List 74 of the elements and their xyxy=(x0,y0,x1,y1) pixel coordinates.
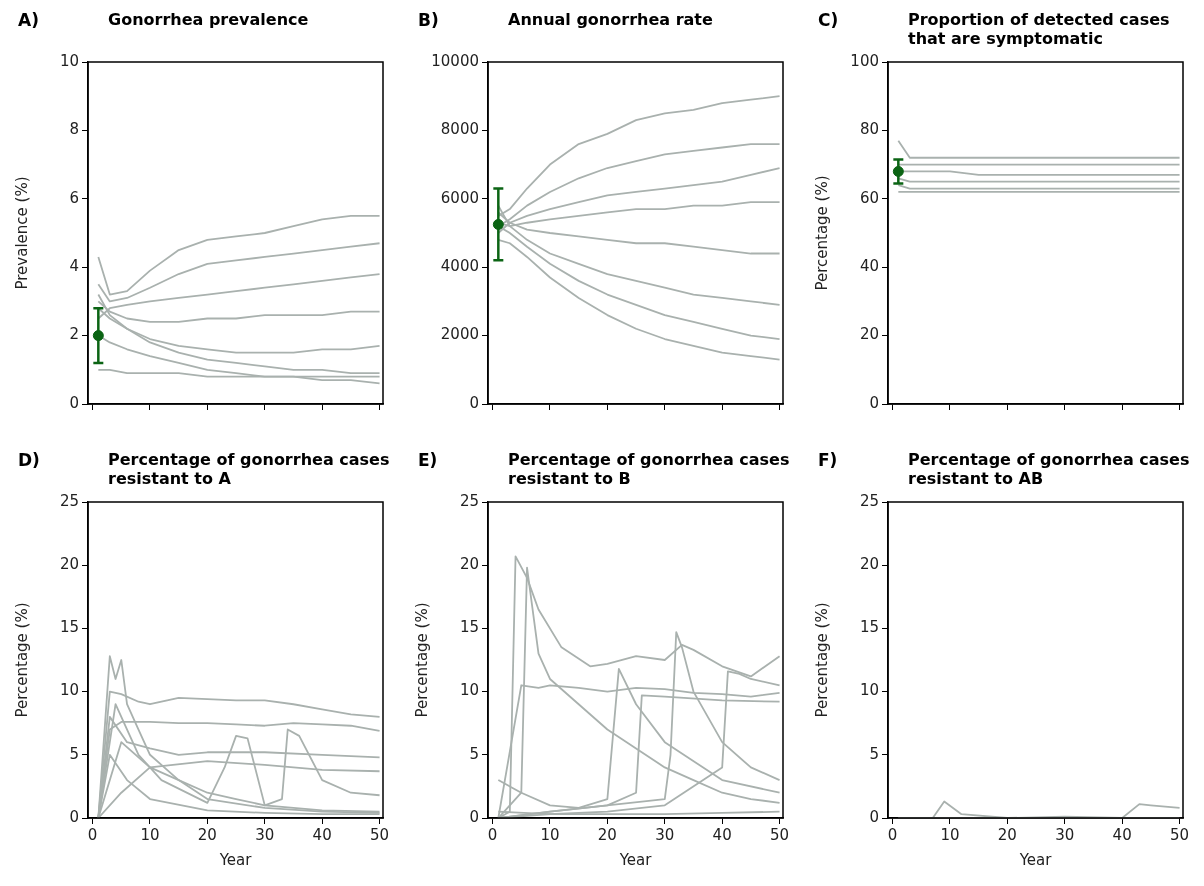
text: F) xyxy=(818,450,838,470)
chart-title: Proportion of detected cases that are symptomatic xyxy=(908,10,1171,48)
y-tick-label: 0 xyxy=(69,807,79,826)
x-tick-label: 40 xyxy=(712,825,732,844)
y-tick-label: 8 xyxy=(69,120,79,139)
chart-title: Percentage of gonorrhea cases resistant to AB xyxy=(908,450,1191,488)
x-tick-label: 50 xyxy=(770,825,790,844)
x-tick-label: 30 xyxy=(655,825,675,844)
chart-title: Annual gonorrhea rate xyxy=(508,10,714,29)
x-tick-label: 20 xyxy=(997,825,1017,844)
y-tick-label: 20 xyxy=(859,555,879,574)
y-axis-title: Percentage (%) xyxy=(812,602,831,718)
y-tick-label: 5 xyxy=(869,744,879,763)
y-tick-label: 20 xyxy=(59,555,79,574)
y-tick-label: 0 xyxy=(69,393,79,412)
y-tick-label: 0 xyxy=(469,807,479,826)
y-tick-label: 0 xyxy=(869,393,879,412)
y-axis-title: Prevalence (%) xyxy=(12,176,31,290)
y-tick-label: 5 xyxy=(69,744,79,763)
y-tick-label: 0 xyxy=(469,393,479,412)
y-axis-title: Percentage (%) xyxy=(812,175,831,291)
y-tick-label: 60 xyxy=(859,188,879,207)
y-tick-label: 100 xyxy=(850,51,879,70)
x-tick-label: 20 xyxy=(597,825,617,844)
y-tick-label: 5 xyxy=(469,744,479,763)
x-tick-label: 10 xyxy=(940,825,960,844)
y-tick-label: 15 xyxy=(459,618,479,637)
y-tick-label: 25 xyxy=(859,491,879,510)
y-tick-label: 40 xyxy=(859,257,879,276)
x-tick-label: 10 xyxy=(140,825,160,844)
y-tick-label: 10 xyxy=(59,681,79,700)
x-tick-label: 10 xyxy=(540,825,560,844)
chart-title: Gonorrhea prevalence xyxy=(108,10,310,29)
text: D) xyxy=(18,450,40,470)
x-tick-label: 30 xyxy=(1055,825,1075,844)
x-tick-label: 50 xyxy=(370,825,390,844)
y-tick-label: 4 xyxy=(69,257,79,276)
y-tick-label: 25 xyxy=(459,491,479,510)
x-axis-title: Year xyxy=(618,850,653,869)
text: E) xyxy=(418,450,438,470)
x-axis-title: Year xyxy=(218,850,253,869)
x-tick-label: 20 xyxy=(197,825,217,844)
text: A) xyxy=(18,10,39,30)
text: B) xyxy=(418,10,439,30)
text: C) xyxy=(818,10,839,30)
y-tick-label: 6 xyxy=(69,188,79,207)
y-tick-label: 8000 xyxy=(440,120,479,139)
x-tick-label: 30 xyxy=(255,825,275,844)
y-tick-label: 10 xyxy=(859,681,879,700)
chart-title: Percentage of gonorrhea cases resistant to B xyxy=(508,450,791,488)
y-tick-label: 10000 xyxy=(431,51,479,70)
y-tick-label: 10 xyxy=(59,51,79,70)
x-tick-label: 50 xyxy=(1170,825,1190,844)
y-tick-label: 20 xyxy=(859,325,879,344)
y-tick-label: 2 xyxy=(69,325,79,344)
y-tick-label: 4000 xyxy=(440,257,479,276)
y-axis-title: Percentage (%) xyxy=(412,602,431,718)
y-tick-label: 80 xyxy=(859,120,879,139)
chart-title: Percentage of gonorrhea cases resistant to A xyxy=(108,450,391,488)
x-tick-label: 0 xyxy=(87,825,98,844)
y-tick-label: 10 xyxy=(459,681,479,700)
x-tick-label: 40 xyxy=(312,825,332,844)
y-tick-label: 6000 xyxy=(440,188,479,207)
x-axis-title: Year xyxy=(1018,850,1053,869)
x-tick-label: 0 xyxy=(487,825,498,844)
y-tick-label: 25 xyxy=(59,491,79,510)
y-tick-label: 15 xyxy=(59,618,79,637)
y-tick-label: 0 xyxy=(869,807,879,826)
y-tick-label: 2000 xyxy=(440,325,479,344)
x-tick-label: 0 xyxy=(887,825,898,844)
x-tick-label: 40 xyxy=(1112,825,1132,844)
y-tick-label: 20 xyxy=(459,555,479,574)
y-axis-title: Percentage (%) xyxy=(12,602,31,718)
y-tick-label: 15 xyxy=(859,618,879,637)
